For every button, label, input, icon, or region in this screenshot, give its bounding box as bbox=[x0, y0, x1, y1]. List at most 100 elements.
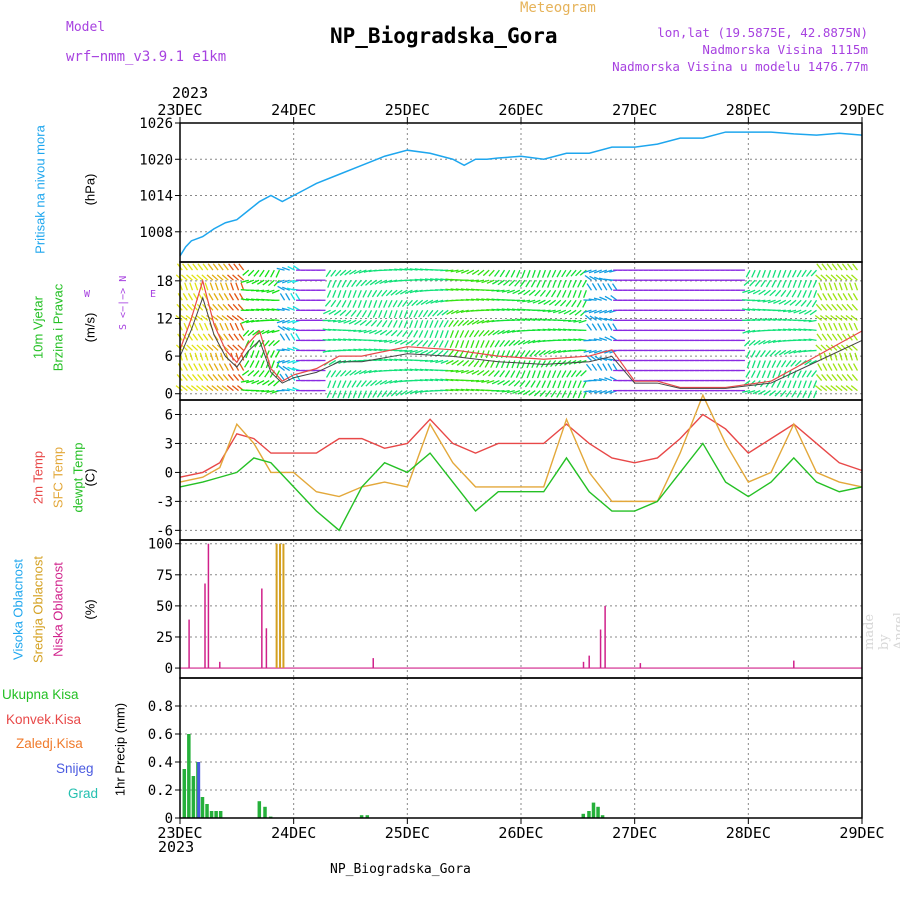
wind-arrow bbox=[186, 344, 193, 351]
wind-arrow bbox=[356, 309, 362, 318]
wind-arrow bbox=[446, 309, 454, 316]
wind-arrow bbox=[389, 379, 398, 384]
wind-arrow bbox=[818, 282, 823, 291]
wind-arrow bbox=[820, 385, 828, 392]
wind-arrow bbox=[276, 308, 285, 311]
wind-arrow bbox=[207, 333, 214, 341]
wind-arrow bbox=[776, 380, 782, 388]
wind-arrow bbox=[435, 278, 444, 281]
wind-arrow bbox=[323, 309, 331, 315]
wind-arrow bbox=[367, 289, 373, 298]
wind-arrow bbox=[817, 363, 823, 371]
wind-arrow bbox=[400, 339, 408, 345]
wind-arrow bbox=[830, 344, 838, 351]
wind-arrow bbox=[330, 269, 337, 277]
wind-arrow bbox=[373, 300, 378, 308]
wind-arrow bbox=[414, 268, 423, 271]
x-tick-label-top: 27DEC bbox=[612, 101, 657, 119]
wind-arrow bbox=[807, 279, 813, 288]
wind-arrow bbox=[394, 358, 403, 362]
wind-arrow bbox=[792, 380, 797, 389]
wind-arrow bbox=[583, 389, 592, 393]
wind-arrow bbox=[588, 389, 597, 394]
wind-arrow bbox=[563, 309, 572, 315]
wind-arrow bbox=[358, 269, 367, 274]
wind-arrow bbox=[766, 360, 772, 369]
wind-arrow bbox=[536, 269, 541, 278]
wind-arrow bbox=[242, 329, 250, 337]
wind-arrow bbox=[780, 360, 787, 368]
wind-arrow bbox=[825, 274, 833, 281]
wind-arrow bbox=[567, 380, 572, 389]
snow-bar bbox=[197, 762, 201, 818]
wind-arrow bbox=[476, 279, 485, 283]
wind-arrow bbox=[751, 360, 756, 369]
wind-arrow bbox=[593, 338, 602, 342]
wind-arrow bbox=[409, 368, 418, 372]
y-tick-label: 1008 bbox=[139, 225, 173, 241]
wind-arrow bbox=[362, 289, 368, 298]
wind-arrow bbox=[772, 339, 781, 344]
wind-arrow bbox=[839, 352, 843, 361]
wind-arrow bbox=[502, 380, 511, 386]
wind-arrow bbox=[755, 350, 761, 358]
wind-arrow bbox=[419, 278, 428, 281]
wind-arrow bbox=[541, 380, 547, 389]
y-tick-label: 1026 bbox=[139, 116, 173, 132]
wind-arrow bbox=[281, 307, 290, 311]
wind-arrow bbox=[223, 363, 229, 371]
wind-arrow bbox=[470, 340, 475, 349]
wind-arrow bbox=[387, 299, 393, 308]
wind-arrow bbox=[846, 263, 853, 271]
wind-arrow bbox=[480, 340, 485, 348]
total-precip-bar bbox=[214, 811, 218, 818]
y-tick-label: 100 bbox=[148, 537, 173, 553]
wind-arrow bbox=[538, 349, 546, 356]
wind-arrow bbox=[485, 340, 490, 348]
wind-arrow bbox=[365, 319, 372, 327]
wind-arrow bbox=[233, 263, 240, 271]
wind-arrow bbox=[346, 279, 352, 288]
wind-arrow bbox=[515, 350, 521, 358]
wind-arrow bbox=[234, 322, 240, 331]
wind-arrow bbox=[275, 350, 281, 358]
wind-arrow bbox=[455, 369, 464, 373]
wind-arrow bbox=[361, 309, 367, 318]
wind-arrow bbox=[325, 269, 332, 278]
wind-arrow bbox=[806, 370, 812, 378]
wind-arrow bbox=[441, 309, 449, 316]
wind-arrow bbox=[470, 379, 479, 382]
wind-arrow bbox=[602, 282, 608, 291]
wind-arrow bbox=[568, 319, 577, 323]
wind-arrow bbox=[827, 293, 833, 301]
wind-arrow bbox=[339, 309, 347, 317]
wind-arrow bbox=[273, 380, 280, 387]
wind-arrow bbox=[508, 339, 516, 347]
wind-arrow bbox=[565, 269, 572, 278]
wind-arrow bbox=[486, 309, 495, 311]
wind-arrow bbox=[537, 318, 546, 321]
wind-arrow bbox=[213, 293, 219, 301]
wind-arrow bbox=[218, 293, 224, 301]
wind-arrow bbox=[541, 279, 547, 288]
wind-arrow bbox=[750, 350, 756, 358]
wind-arrow bbox=[439, 330, 444, 339]
wind-arrow bbox=[607, 323, 613, 331]
wind-arrow bbox=[511, 318, 520, 321]
wind-arrow bbox=[395, 289, 403, 296]
wind-arrow bbox=[350, 309, 357, 317]
wind-arrow bbox=[202, 333, 209, 341]
wind-arrow bbox=[567, 390, 572, 399]
wind-arrow bbox=[247, 370, 255, 377]
wind-arrow bbox=[521, 360, 526, 369]
wind-arrow bbox=[808, 338, 817, 342]
wind-arrow bbox=[788, 349, 797, 355]
wind-arrow bbox=[198, 363, 204, 371]
wind-arrow bbox=[445, 389, 454, 392]
wind-arrow bbox=[262, 380, 270, 386]
wind-arrow bbox=[449, 330, 454, 339]
wind-arrow bbox=[586, 283, 593, 291]
x-tick-label-top: 23DEC bbox=[157, 101, 202, 119]
wind-arrow bbox=[402, 329, 408, 338]
wind-arrow bbox=[527, 318, 536, 321]
